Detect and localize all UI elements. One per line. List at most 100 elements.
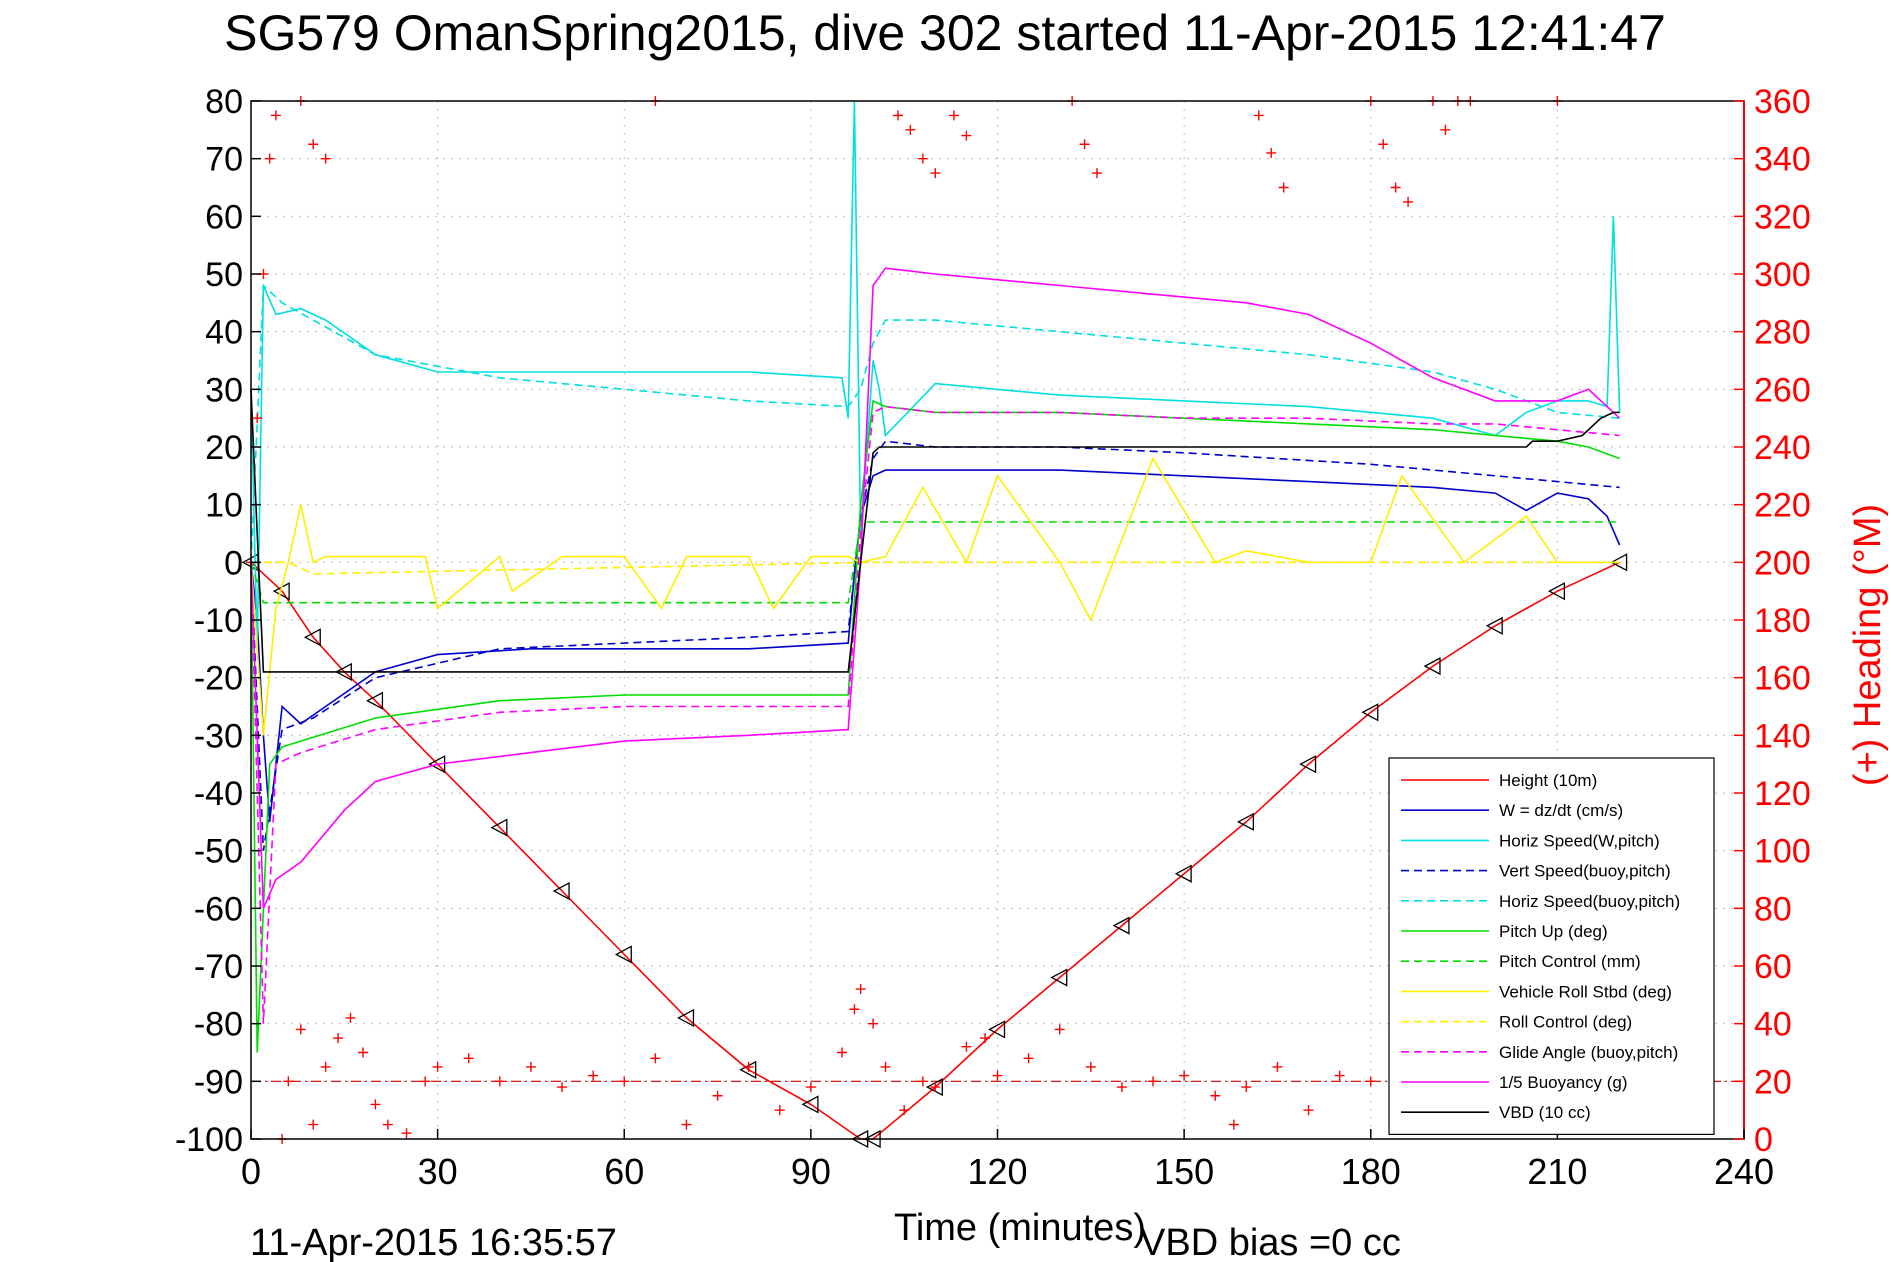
right-tick-label: 300 <box>1754 256 1811 294</box>
heading-point <box>420 1076 431 1087</box>
x-axis: 0 30 60 90 120 150 180 210 240 <box>241 1129 1774 1192</box>
heading-point <box>805 1082 816 1093</box>
legend-label: Height (10m) <box>1499 771 1597 790</box>
chart-title: SG579 OmanSpring2015, dive 302 started 1… <box>224 5 1666 61</box>
left-tick-label: -50 <box>194 833 243 871</box>
height-marker <box>614 945 632 964</box>
height-marker <box>303 628 321 647</box>
left-tick-label: -60 <box>194 890 243 928</box>
heading-point <box>930 168 941 179</box>
legend-label: Horiz Speed(W,pitch) <box>1499 831 1660 850</box>
heading-point <box>345 1012 356 1023</box>
x-tick-label: 60 <box>604 1151 644 1192</box>
series-8 <box>251 561 1620 575</box>
height-marker <box>801 1095 819 1114</box>
heading-point <box>1440 124 1451 135</box>
x-tick-label: 120 <box>967 1151 1027 1192</box>
left-tick-label: 50 <box>205 256 243 294</box>
heading-point <box>1365 1076 1376 1087</box>
heading-point <box>270 110 281 121</box>
heading-point <box>868 1018 879 1029</box>
right-tick-label: 80 <box>1754 890 1792 928</box>
heading-point <box>992 1070 1003 1081</box>
height-marker <box>1050 968 1068 987</box>
x-tick-label: 150 <box>1154 1151 1214 1192</box>
heading-point <box>432 1061 443 1072</box>
heading-point <box>494 1076 505 1087</box>
heading-point <box>1334 1070 1345 1081</box>
height-marker <box>677 1008 695 1027</box>
footer-timestamp: 11-Apr-2015 16:35:57 <box>250 1222 617 1262</box>
heading-point <box>917 1076 928 1087</box>
series-10 <box>250 267 1621 909</box>
height-marker <box>1299 755 1317 774</box>
heading-point <box>961 130 972 141</box>
heading-point <box>370 1099 381 1110</box>
heading-point <box>557 1082 568 1093</box>
legend-label: Vehicle Roll Stbd (deg) <box>1499 982 1672 1001</box>
heading-point <box>961 1041 972 1052</box>
right-tick-label: 40 <box>1754 1006 1792 1044</box>
left-tick-label: -20 <box>194 660 243 698</box>
legend-label: Pitch Up (deg) <box>1499 922 1608 941</box>
legend-label: Roll Control (deg) <box>1499 1013 1632 1032</box>
heading-point <box>1241 1082 1252 1093</box>
height-marker <box>1547 582 1566 601</box>
heading-point <box>1266 147 1277 158</box>
heading-point <box>712 1090 723 1101</box>
right-tick-label: 200 <box>1754 544 1811 582</box>
x-tick-label: 210 <box>1527 1151 1587 1192</box>
heading-point <box>1023 1053 1034 1064</box>
heading-point <box>264 153 275 164</box>
left-tick-label: 0 <box>224 544 243 582</box>
right-tick-label: 120 <box>1754 775 1811 813</box>
right-tick-label: 0 <box>1754 1121 1773 1159</box>
left-axis: 80 70 60 50 40 30 20 10 0 -10 -20 -30 -40 -50 -60 -70 -8… <box>175 83 261 1159</box>
left-tick-label: -90 <box>194 1063 243 1101</box>
height-marker <box>988 1020 1006 1039</box>
height-marker <box>1361 703 1379 722</box>
legend-label: Vert Speed(buoy,pitch) <box>1499 862 1671 881</box>
right-tick-label: 20 <box>1754 1063 1792 1101</box>
x-tick-label: 90 <box>791 1151 831 1192</box>
series-4 <box>250 283 1620 563</box>
heading-point <box>1079 139 1090 150</box>
series-line <box>250 283 1620 563</box>
heading-point <box>1390 182 1401 193</box>
left-tick-label: 80 <box>205 83 243 121</box>
heading-point <box>1272 1061 1283 1072</box>
heading-point <box>295 1024 306 1035</box>
series-line <box>250 399 1620 1053</box>
left-tick-label: 60 <box>205 198 243 236</box>
left-tick-label: -10 <box>194 602 243 640</box>
right-tick-label: 140 <box>1754 717 1811 755</box>
heading-point <box>774 1105 785 1116</box>
height-marker <box>1236 812 1254 831</box>
left-tick-label: 10 <box>205 487 243 525</box>
heading-point <box>1378 139 1389 150</box>
heading-point <box>1253 110 1264 121</box>
right-tick-label: 320 <box>1754 198 1811 236</box>
heading-point <box>1303 1105 1314 1116</box>
right-tick-label: 160 <box>1754 660 1811 698</box>
x-tick-label: 30 <box>418 1151 458 1192</box>
left-tick-label: 20 <box>205 429 243 467</box>
series-5 <box>250 399 1620 1053</box>
heading-point <box>905 124 916 135</box>
heading-point <box>1092 168 1103 179</box>
legend-box <box>1388 757 1715 1135</box>
left-tick-label: -100 <box>175 1121 243 1159</box>
right-axis-label: (+) Heading (°M) <box>1847 504 1889 786</box>
heading-point <box>308 1119 319 1130</box>
heading-point <box>917 153 928 164</box>
heading-point <box>320 153 331 164</box>
legend-label: 1/5 Buoyancy (g) <box>1499 1073 1628 1092</box>
heading-point <box>333 1033 344 1044</box>
height-marker <box>1485 616 1503 635</box>
heading-point <box>1148 1076 1159 1087</box>
heading-point <box>401 1128 412 1139</box>
heading-point <box>980 1033 991 1044</box>
heading-point <box>252 413 263 424</box>
heading-point <box>619 1076 630 1087</box>
